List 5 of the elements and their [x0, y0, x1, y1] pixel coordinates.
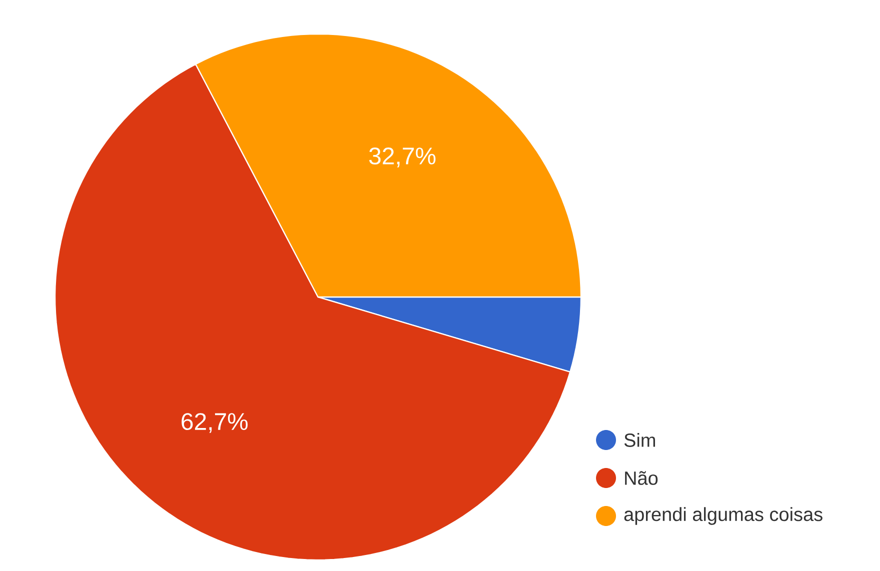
- legend-label: Não: [625, 471, 658, 485]
- legend-label: Sim: [624, 433, 655, 447]
- data-label: 32,7%: [369, 148, 436, 168]
- data-label: 62,7%: [182, 413, 248, 433]
- legend-label: aprendi algumas coisas: [624, 507, 822, 525]
